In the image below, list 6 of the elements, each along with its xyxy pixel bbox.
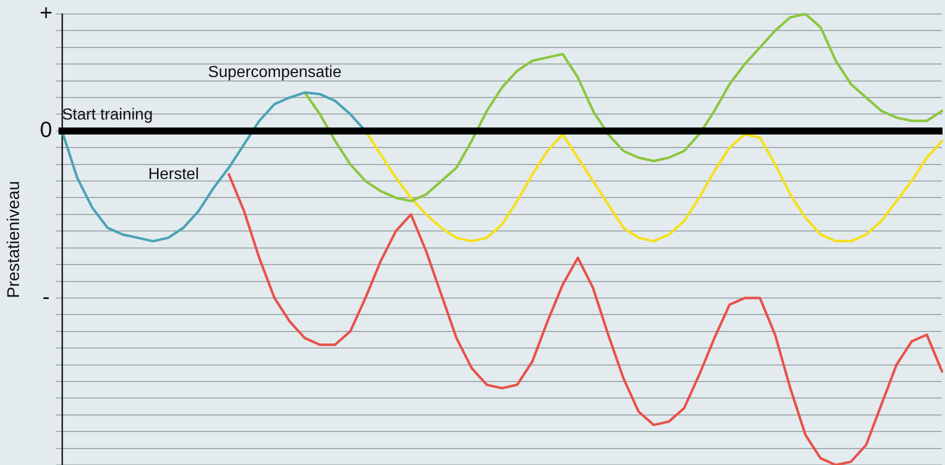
annotation: Supercompensatie xyxy=(208,64,342,81)
y-axis-title: Prestatieniveau xyxy=(4,180,23,298)
text: 0 xyxy=(40,116,52,142)
text: - xyxy=(42,284,50,310)
text: + xyxy=(40,0,52,26)
annotation: Herstel xyxy=(148,166,199,183)
